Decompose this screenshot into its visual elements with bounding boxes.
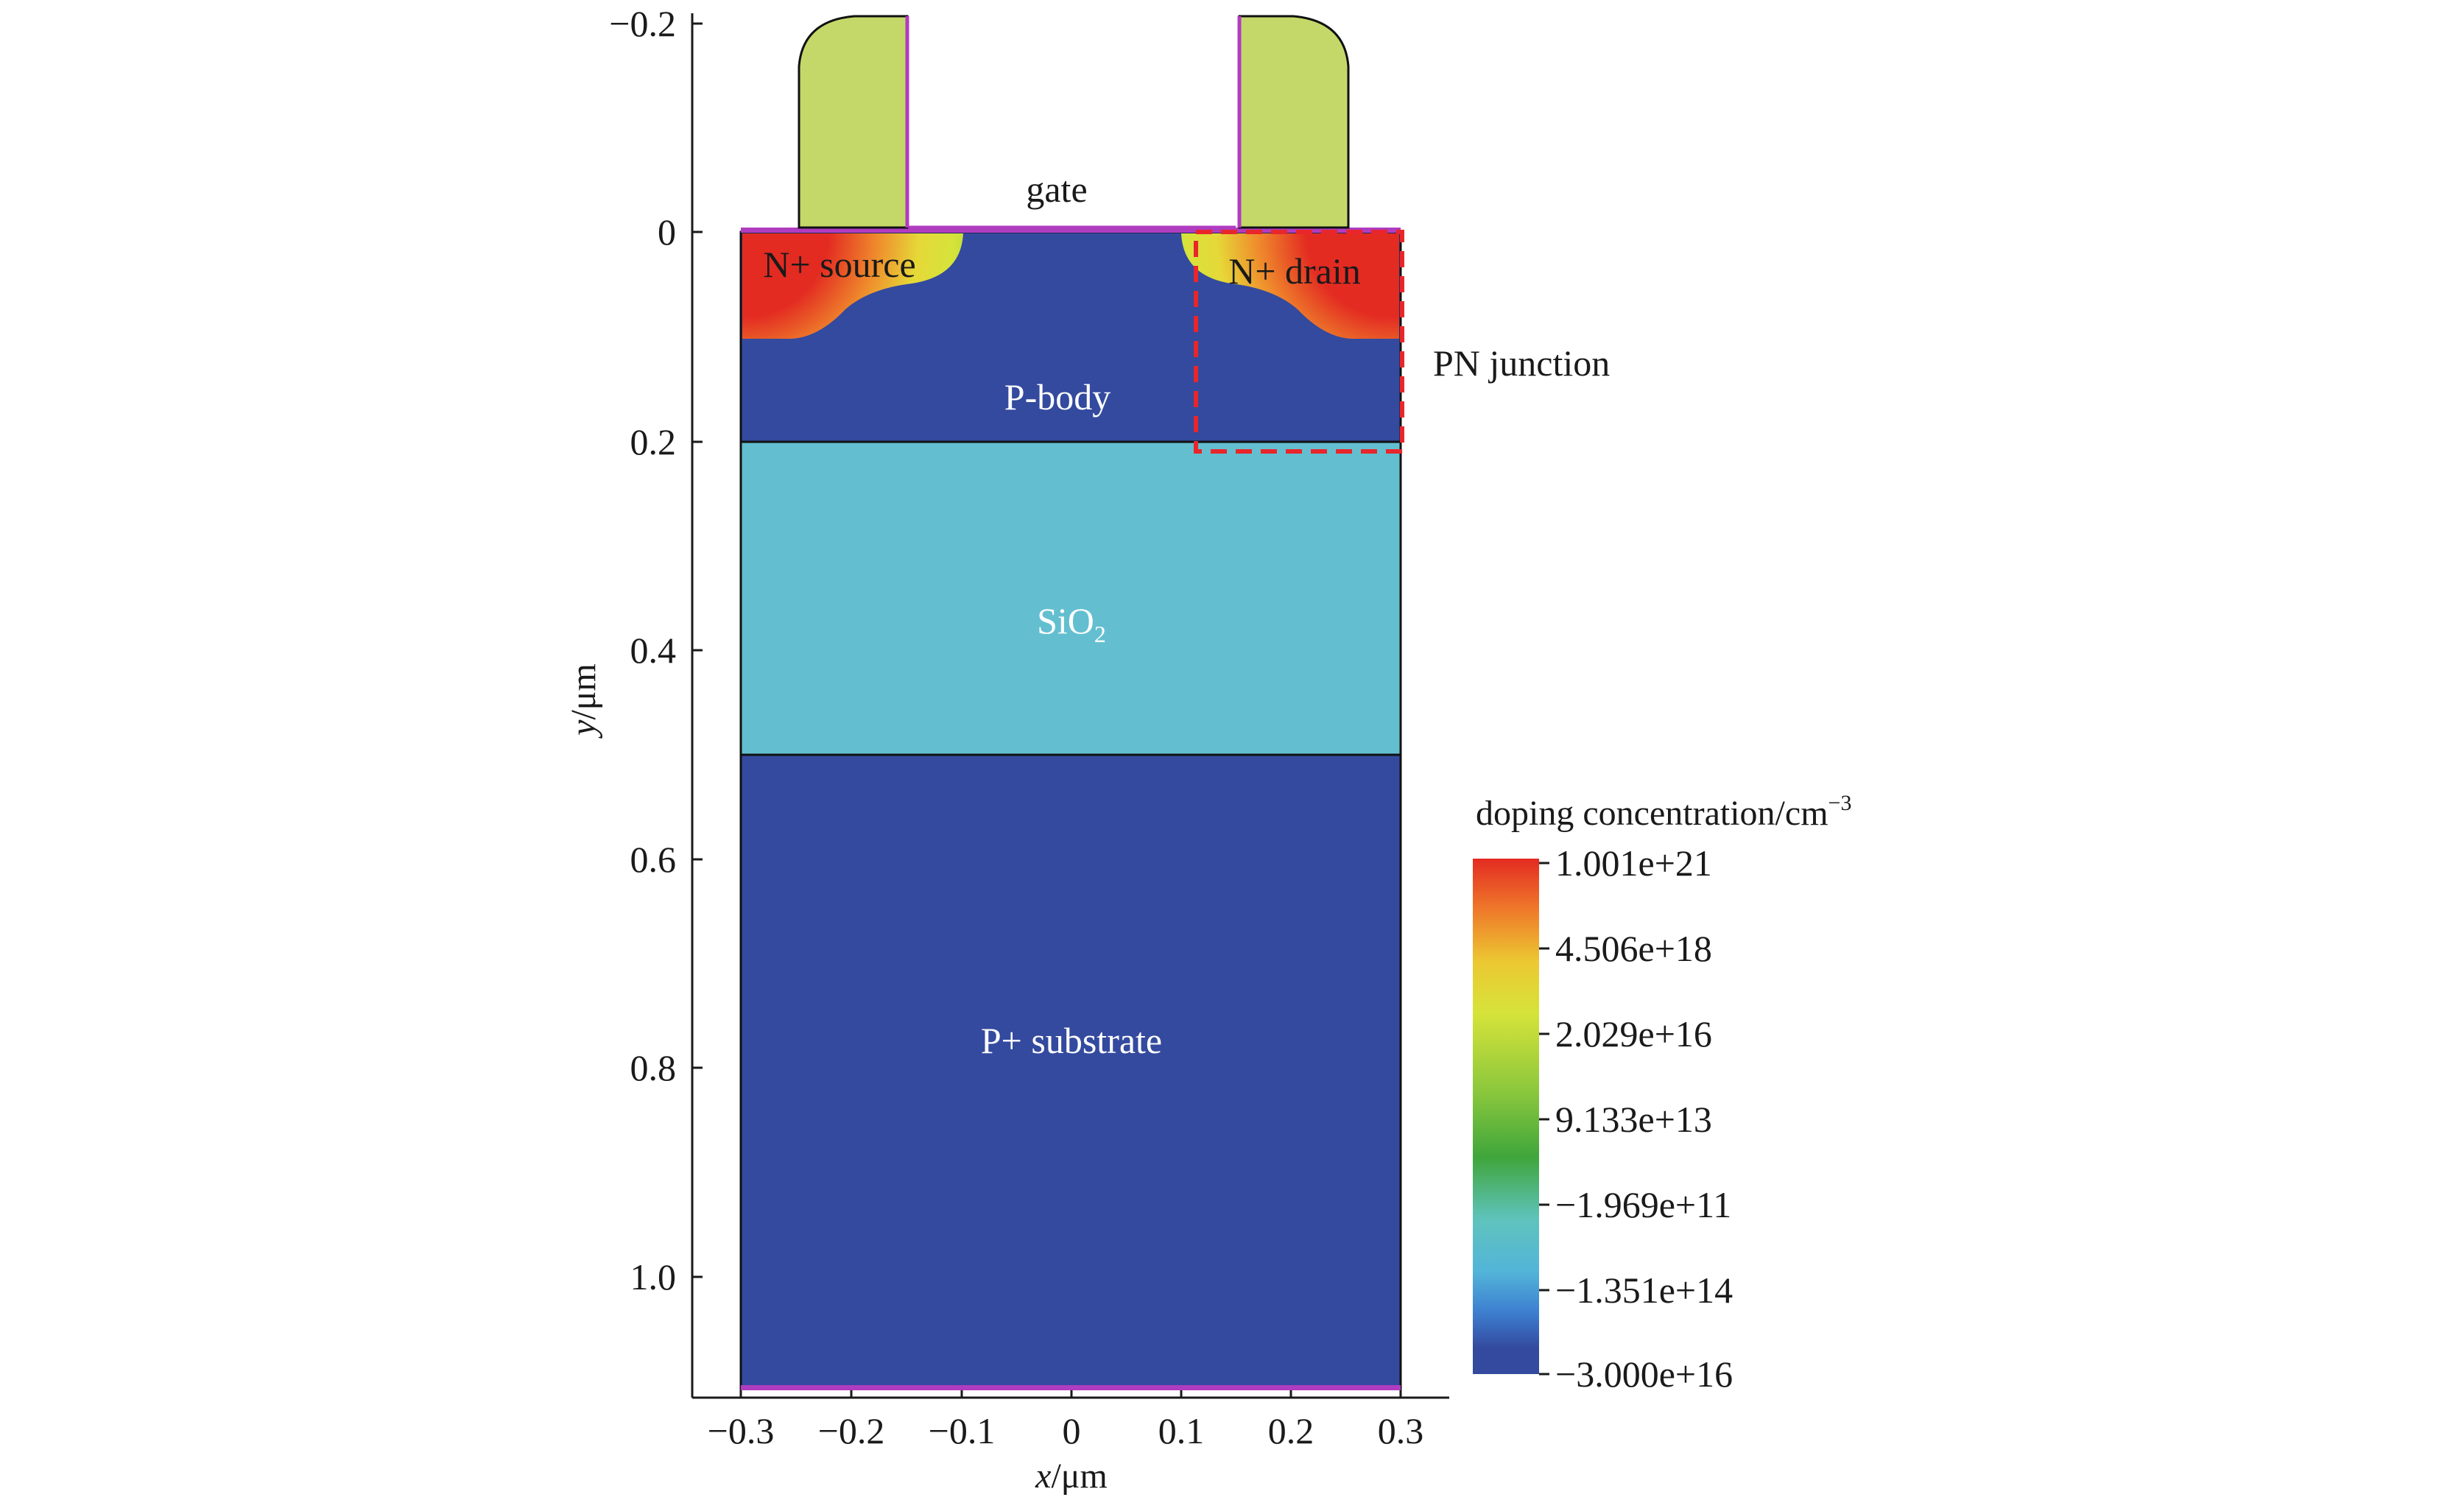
p-body-label: P-body xyxy=(1004,376,1110,418)
pn-junction-label: PN junction xyxy=(1433,342,1610,384)
colorbar-tick-label: −1.969e+11 xyxy=(1555,1184,1731,1225)
y-axis-label: y/μm xyxy=(564,663,603,739)
colorbar-ticks xyxy=(1539,862,1549,1376)
n-drain-diffusion xyxy=(1181,233,1399,339)
x-tick-label: −0.3 xyxy=(708,1410,775,1451)
pn-junction-box xyxy=(1194,230,1404,454)
bottom-contact xyxy=(741,1385,1401,1390)
y-ticks xyxy=(692,22,703,1278)
y-tick-label: 0.2 xyxy=(630,421,677,462)
colorbar-tick-label: 4.506e+18 xyxy=(1555,928,1712,969)
x-tick-label: 0.1 xyxy=(1158,1410,1205,1451)
right-spacer xyxy=(1238,15,1350,229)
x-tick-label: −0.1 xyxy=(929,1410,996,1451)
colorbar xyxy=(1473,859,1539,1374)
left-spacer xyxy=(798,15,909,229)
sio2-label: SiO2 xyxy=(1037,600,1106,647)
x-tick-label: −0.2 xyxy=(818,1410,885,1451)
y-tick-label: 0.6 xyxy=(630,839,677,880)
p-substrate-region xyxy=(739,753,1402,1390)
y-tick-label: 1.0 xyxy=(630,1256,677,1297)
colorbar-title: doping concentration/cm−3 xyxy=(1476,791,1851,833)
drain-label: N+ drain xyxy=(1228,250,1361,292)
n-source-diffusion xyxy=(742,233,963,339)
colorbar-tick-label: 9.133e+13 xyxy=(1555,1099,1712,1140)
source-label: N+ source xyxy=(763,244,915,285)
y-tick-label: 0 xyxy=(658,211,676,253)
colorbar-tick-label: −1.351e+14 xyxy=(1555,1270,1733,1311)
x-tick-label: 0.2 xyxy=(1268,1410,1314,1451)
substrate-label: P+ substrate xyxy=(981,1020,1162,1061)
y-tick-label: 0.8 xyxy=(630,1047,677,1088)
gate-label: gate xyxy=(1026,169,1087,210)
sio2-region xyxy=(739,440,1402,756)
colorbar-tick-label: 2.029e+16 xyxy=(1555,1013,1712,1054)
y-tick-label: 0.4 xyxy=(630,630,677,671)
x-tick-label: 0.3 xyxy=(1378,1410,1424,1451)
x-axis-label: x/μm xyxy=(1035,1457,1108,1496)
x-tick-label: 0 xyxy=(1063,1410,1081,1451)
gate-oxide-contact xyxy=(741,228,1401,233)
colorbar-tick-label: 1.001e+21 xyxy=(1555,842,1712,884)
y-tick-label: −0.2 xyxy=(609,3,676,44)
colorbar-tick-label: −3.000e+16 xyxy=(1555,1353,1733,1395)
